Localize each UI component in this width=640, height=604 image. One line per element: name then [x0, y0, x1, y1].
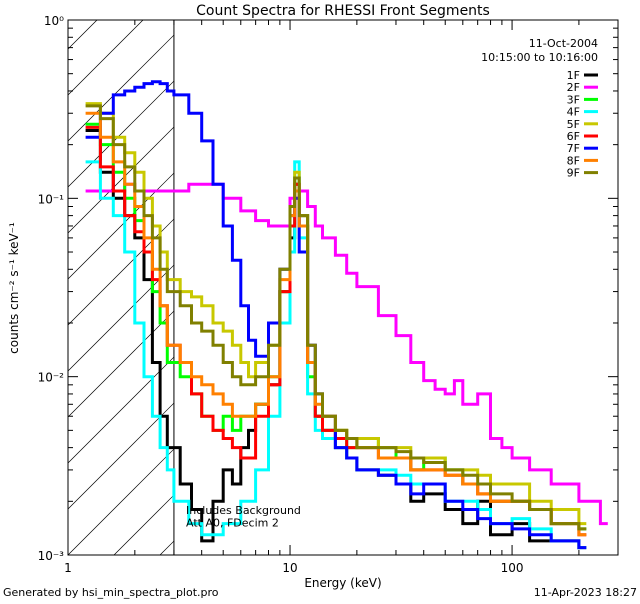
legend-label: 7F: [567, 142, 580, 155]
footer-generated-by: Generated by hsi_min_spectra_plot.pro: [3, 586, 219, 599]
hatch-line: [67, 264, 175, 372]
footer-timestamp: 11-Apr-2023 18:27: [534, 586, 637, 599]
hatch-line: [67, 310, 175, 418]
hatch-line: [113, 494, 175, 556]
y-tick-label: 10⁻³: [38, 549, 65, 563]
hatch-line: [67, 80, 175, 188]
legend-label: 6F: [567, 130, 580, 143]
series-line-4f: [85, 160, 587, 550]
annotation-line: Includes Background: [186, 504, 301, 517]
annotation-line: Att A0, FDecim 2: [186, 517, 279, 530]
y-tick-label: 10⁰: [44, 14, 64, 28]
info-line: 10:15:00 to 10:16:00: [481, 51, 598, 64]
series-line-3f: [85, 122, 587, 531]
series-line-8f: [85, 111, 587, 537]
x-tick-label: 1: [64, 561, 72, 575]
y-tick-label: 10⁻²: [38, 371, 65, 385]
plot-axes: 1 10 100 10⁻³ 10⁻² 10⁻¹ 10⁰: [38, 14, 619, 575]
series-line-2f: [85, 182, 608, 526]
hatch-line: [67, 218, 175, 326]
series-line-6f: [85, 125, 587, 537]
hatch-line: [67, 19, 144, 96]
series-line-9f: [85, 104, 587, 531]
chart-title: Count Spectra for RHESSI Front Segments: [196, 3, 490, 19]
y-axis-label: counts cm⁻² s⁻¹ keV⁻¹: [7, 222, 21, 354]
x-axis-label: Energy (keV): [304, 576, 381, 590]
legend-label: 1F: [567, 69, 580, 82]
legend-label: 5F: [567, 118, 580, 131]
legend-label: 4F: [567, 106, 580, 119]
x-tick-label: 100: [501, 561, 524, 575]
series-lines: [85, 80, 608, 550]
legend-label: 2F: [567, 81, 580, 94]
hatch-line: [67, 448, 175, 556]
hatch-line: [67, 356, 175, 464]
x-tick-label: 10: [282, 561, 297, 575]
hatch-line: [67, 19, 98, 50]
legend-label: 3F: [567, 93, 580, 106]
legend-label: 8F: [567, 154, 580, 167]
hatch-line: [67, 402, 175, 510]
y-tick-label: 10⁻¹: [38, 192, 65, 206]
hatch-line: [67, 126, 175, 234]
info-line: 11-Oct-2004: [529, 37, 598, 50]
hatched-region: [67, 19, 175, 556]
plot-frame: [67, 19, 619, 556]
legend-label: 9F: [567, 167, 580, 180]
hatch-line: [159, 540, 175, 556]
hatch-line: [67, 34, 175, 142]
